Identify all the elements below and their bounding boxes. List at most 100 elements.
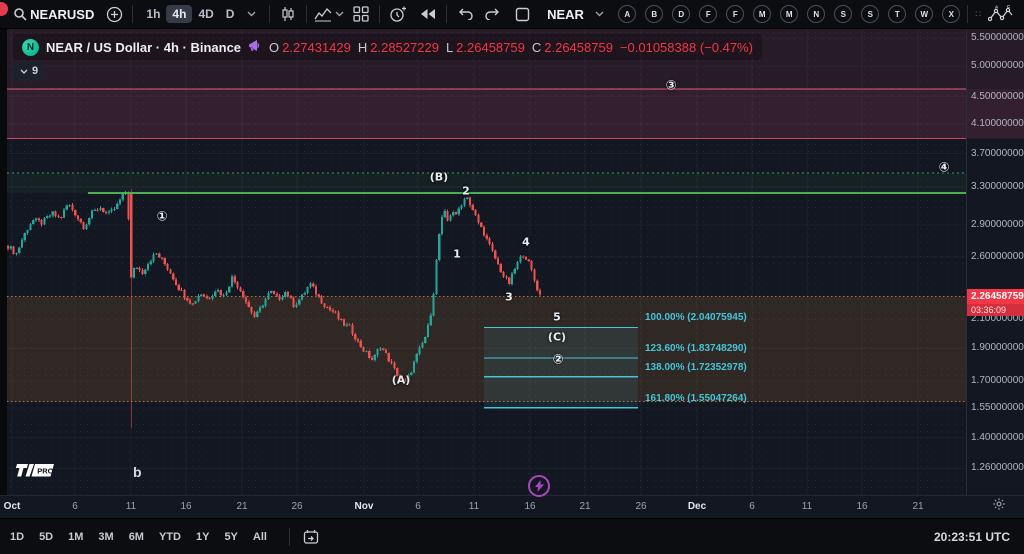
price-tick-1.70000000: 1.70000000 xyxy=(971,374,1024,386)
time-tick-6-418: 6 xyxy=(415,501,421,512)
divider xyxy=(378,5,380,23)
divider xyxy=(445,5,447,23)
time-tick-26-297: 26 xyxy=(291,501,303,512)
undo-button[interactable] xyxy=(454,3,476,25)
layout-grid-icon xyxy=(353,6,369,22)
drawings-count-button[interactable]: 9 xyxy=(13,61,46,81)
time-tick-Oct-12: Oct xyxy=(3,501,21,512)
range-YTD[interactable]: YTD xyxy=(158,530,181,543)
svg-text:C: C xyxy=(1007,5,1011,9)
announcement-icon[interactable] xyxy=(248,39,262,55)
symbol-chip-F-3[interactable]: F xyxy=(699,5,718,23)
timeframe-4h[interactable]: 4h xyxy=(166,5,193,23)
create-alert-button[interactable] xyxy=(387,3,409,25)
symbol-chip-F-4[interactable]: F xyxy=(726,5,745,23)
range-group: 1D 5D 1M 3M 6M YTD 1Y 5Y All xyxy=(10,531,282,543)
symbol-chip-W-11[interactable]: W xyxy=(915,5,934,23)
price-axis[interactable]: 5.50000000 5.00000000 4.50000000 4.10000000… xyxy=(966,29,1024,495)
range-1D[interactable]: 1D xyxy=(10,530,25,543)
time-tick-26-641: 26 xyxy=(635,501,647,512)
price-tick-5.50000000: 5.50000000 xyxy=(971,31,1024,43)
time-tick-11-131: 11 xyxy=(125,501,137,512)
price-tick-5.00000000: 5.00000000 xyxy=(971,59,1024,71)
divider xyxy=(269,5,271,23)
range-1Y[interactable]: 1Y xyxy=(195,530,210,543)
bar-replay-button[interactable] xyxy=(417,3,439,25)
plus-circle-icon xyxy=(106,6,123,23)
time-tick-11-474: 11 xyxy=(468,501,480,512)
chevron-down-icon xyxy=(20,65,28,77)
price-axis-border xyxy=(966,29,967,495)
range-3M[interactable]: 3M xyxy=(98,530,114,543)
clock-utc[interactable]: 20:23:51 UTC xyxy=(933,529,1010,544)
divider xyxy=(967,5,969,23)
timeframe-dropdown[interactable] xyxy=(240,3,262,25)
svg-text:A: A xyxy=(995,5,999,10)
time-tick-16-530: 16 xyxy=(524,501,536,512)
text-annotation-b[interactable]: b xyxy=(133,464,142,480)
ohlc-low-label: L xyxy=(445,39,454,55)
bottom-toolbar: 1D 5D 1M 3M 6M YTD 1Y 5Y All 20:23:51 UTC xyxy=(0,518,1024,554)
price-tick-1.40000000: 1.40000000 xyxy=(971,431,1024,443)
divider xyxy=(288,527,290,546)
chart-canvas[interactable] xyxy=(0,29,1024,495)
timeframe-4D[interactable]: 4D xyxy=(198,7,214,21)
redo-button[interactable] xyxy=(482,3,504,25)
square-icon xyxy=(515,7,530,22)
maximize-button[interactable] xyxy=(512,3,534,25)
range-5Y[interactable]: 5Y xyxy=(224,530,238,543)
chart-style-button[interactable] xyxy=(277,3,299,25)
symbol-chip-B-1[interactable]: B xyxy=(645,5,664,23)
price-tick-2.60000000: 2.60000000 xyxy=(971,250,1024,262)
time-tick-21-585: 21 xyxy=(579,501,591,512)
symbol-chip-M-5[interactable]: M xyxy=(753,5,772,23)
last-price-badge: 2.26458759 xyxy=(967,289,1024,305)
symbol-chip-S-8[interactable]: S xyxy=(834,5,853,23)
tradingview-pro-logo[interactable]: PRO xyxy=(14,461,80,480)
chevron-down-icon xyxy=(595,11,604,17)
bar-countdown: 03:36:09 xyxy=(967,304,1024,317)
chevron-down-icon xyxy=(247,11,256,17)
symbol-chip-S-9[interactable]: S xyxy=(861,5,880,23)
time-tick-21-242: 21 xyxy=(236,501,248,512)
compare-add-button[interactable] xyxy=(103,3,125,25)
layout-grid-button[interactable] xyxy=(350,3,372,25)
range-1M[interactable]: 1M xyxy=(68,530,84,543)
time-tick-6-752: 6 xyxy=(749,501,755,512)
range-6M[interactable]: 6M xyxy=(128,530,144,543)
timeframe-1h[interactable]: 1h xyxy=(146,7,161,21)
drag-handle[interactable]: ∷ xyxy=(975,8,982,19)
alert-clock-plus-icon xyxy=(389,6,407,23)
go-to-date-button[interactable] xyxy=(301,526,323,548)
symbol-chip-M-6[interactable]: M xyxy=(780,5,799,23)
time-axis[interactable]: Oct 6 11 16 21 26 Nov 6 11 16 21 26 Dec 6 11 16 21 xyxy=(0,495,1024,519)
symbol-chip-T-10[interactable]: T xyxy=(888,5,907,23)
quick-symbol-dropdown[interactable]: NEAR xyxy=(547,3,604,25)
price-tick-4.10000000: 4.10000000 xyxy=(971,117,1024,129)
symbol-legend[interactable]: N NEAR / US Dollar · 4h · Binance O 2.274… xyxy=(13,34,762,60)
notification-dot xyxy=(0,2,8,16)
indicators-button[interactable] xyxy=(314,3,344,25)
range-All[interactable]: All xyxy=(252,530,267,543)
fib-fill xyxy=(484,327,638,408)
chevron-down-icon xyxy=(335,11,344,17)
symbol-chip-D-2[interactable]: D xyxy=(672,5,691,23)
symbol-chip-A-0[interactable]: A xyxy=(618,5,637,23)
undo-arrow-icon xyxy=(457,8,473,20)
drawings-count-value: 9 xyxy=(32,65,39,77)
range-5D[interactable]: 5D xyxy=(39,530,54,543)
symbol-search-button[interactable]: NEARUSD xyxy=(14,3,94,25)
near-logo-icon: N xyxy=(22,38,39,56)
flash-event-icon[interactable] xyxy=(528,475,550,497)
price-tick-1.90000000: 1.90000000 xyxy=(971,342,1024,354)
zone-red-zone-upper xyxy=(7,29,1024,89)
ohlc-low-value: 2.26458759 xyxy=(456,39,525,55)
timeframe-D[interactable]: D xyxy=(225,7,235,21)
gear-icon xyxy=(992,497,1006,516)
symbol-chip-N-7[interactable]: N xyxy=(807,5,826,23)
axis-settings-button[interactable] xyxy=(988,496,1010,516)
symbol-chip-X-12[interactable]: X xyxy=(942,5,961,23)
